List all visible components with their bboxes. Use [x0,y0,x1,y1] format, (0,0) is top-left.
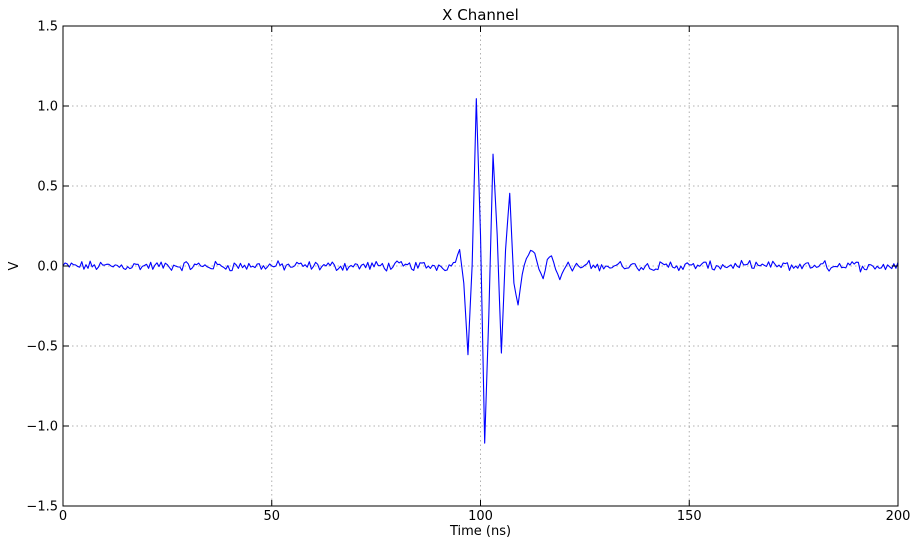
series-layer [62,98,899,444]
x-axis-label: Time (ns) [449,524,511,539]
grid [63,26,898,506]
y-tick-label: −0.5 [26,340,58,355]
x-tick-label: 50 [263,509,280,524]
y-tick-label: 1.0 [37,100,58,115]
ticks: 0 50 100 150 200 −1.5 −1.0 −0.5 0.0 0.5 1.0 1.5 [26,20,910,525]
y-tick-label: 1.5 [37,20,58,35]
y-tick-label: −1.0 [26,420,58,435]
x-tick-label: 0 [59,509,67,524]
chart-title: X Channel [442,6,519,24]
y-tick-label: 0.5 [37,180,58,195]
x-tick-label: 200 [886,509,911,524]
y-axis-label: V [7,261,22,270]
series-line [62,98,899,444]
y-tick-label: 0.0 [37,260,58,275]
x-tick-label: 150 [677,509,702,524]
y-tick-label: −1.5 [26,500,58,515]
x-tick-label: 100 [468,509,493,524]
